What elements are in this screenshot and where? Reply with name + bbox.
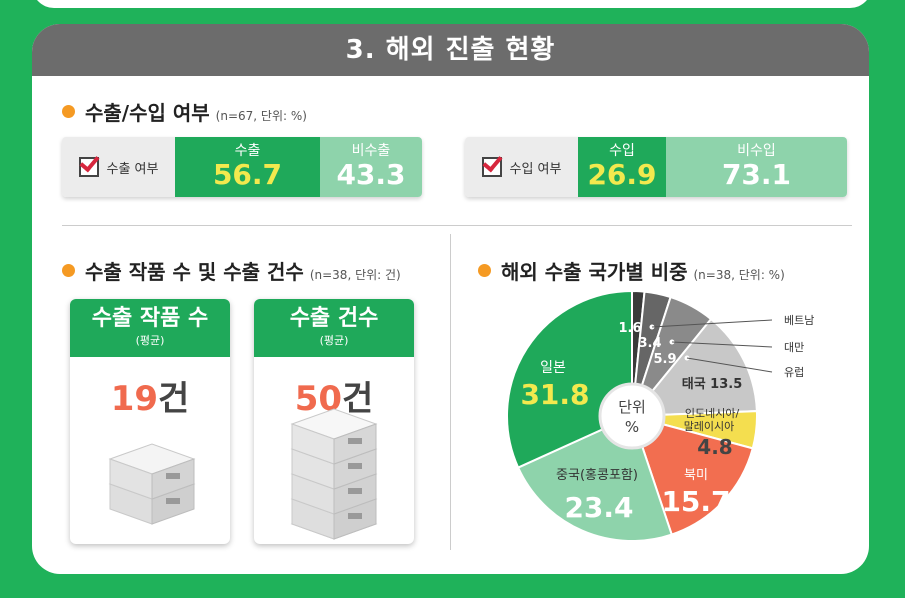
- bullet-icon: [62, 105, 75, 118]
- pie-value-5: 15.7: [661, 485, 730, 518]
- export-works-header: 수출 작품 수 (평균): [70, 299, 230, 357]
- export-counts-title: 수출 작품 수 및 수출 건수 (n=38, 단위: 건): [62, 256, 401, 285]
- export-cases-title: 수출 건수: [289, 306, 379, 331]
- import-yes-cell: 수입 26.9: [578, 137, 666, 197]
- export-label: 수출 여부: [106, 161, 159, 177]
- overseas-card: 3. 해외 진출 현황 수출/수입 여부 (n=67, 단위: %) 수출 여부 …: [32, 24, 869, 574]
- country-share-title: 해외 수출 국가별 비중 (n=38, 단위: %): [478, 256, 785, 285]
- pie-center-label: 단위: [618, 398, 646, 416]
- export-import-note: (n=67, 단위: %): [215, 109, 307, 123]
- import-bar: 수입 여부 수입 26.9 비수입 73.1: [465, 137, 847, 197]
- pie-label-4: 인도네시아/: [685, 407, 740, 420]
- export-bar: 수출 여부 수출 56.7 비수출 43.3: [62, 137, 422, 197]
- export-yes-cell: 수출 56.7: [175, 137, 320, 197]
- export-import-title: 수출/수입 여부 (n=67, 단위: %): [62, 97, 307, 126]
- export-counts-note: (n=38, 단위: 건): [309, 268, 401, 282]
- export-works-number: 19건: [70, 371, 230, 420]
- export-works-title: 수출 작품 수: [91, 306, 209, 331]
- pie-label-7: 일본: [540, 360, 566, 376]
- export-yes-value: 56.7: [212, 158, 283, 191]
- import-no-cell: 비수입 73.1: [666, 137, 847, 197]
- horizontal-divider: [62, 225, 852, 226]
- pie-value-4: 4.8: [697, 435, 732, 459]
- previous-section-card: [32, 0, 872, 8]
- import-no-value: 73.1: [721, 158, 792, 191]
- import-label-cell: 수입 여부: [465, 137, 578, 197]
- export-label-cell: 수출 여부: [62, 137, 175, 197]
- pie-center: [598, 382, 666, 450]
- checkbox-icon: [481, 157, 502, 177]
- pie-label-4b: 말레이시아: [684, 420, 735, 433]
- section-header: 3. 해외 진출 현황: [32, 24, 869, 76]
- import-yes-label: 수입: [609, 143, 635, 159]
- export-cases-box: 수출 건수 (평균) 50건: [254, 299, 414, 544]
- pie-value-2: 5.9: [653, 352, 676, 367]
- checkbox-icon: [78, 157, 99, 177]
- export-cases-sub: (평균): [319, 334, 349, 347]
- box-stack-icon: [108, 443, 196, 525]
- export-counts-title-text: 수출 작품 수 및 수출 건수: [85, 260, 304, 284]
- country-share-title-text: 해외 수출 국가별 비중: [501, 260, 688, 284]
- export-cases-unit: 건: [342, 379, 374, 419]
- leader-line: [686, 357, 773, 373]
- export-no-value: 43.3: [336, 158, 406, 191]
- pie-label-5: 북미: [684, 468, 708, 483]
- box-stack-icon: [290, 408, 378, 540]
- pie-label-2: 유럽: [784, 365, 804, 379]
- export-import-title-text: 수출/수입 여부: [85, 101, 210, 125]
- vertical-divider: [450, 234, 451, 550]
- export-no-label: 비수출: [351, 143, 391, 159]
- export-works-sub: (평균): [135, 334, 165, 347]
- export-works-unit: 건: [158, 379, 190, 419]
- pie-label-0: 베트남: [784, 314, 814, 327]
- pie-label-3: 태국 13.5: [682, 377, 743, 392]
- pie-label-1: 대만: [784, 341, 804, 354]
- pie-value-7: 31.8: [520, 378, 589, 411]
- export-works-box: 수출 작품 수 (평균) 19건: [70, 299, 230, 544]
- export-works-value: 19: [110, 379, 159, 419]
- country-share-note: (n=38, 단위: %): [693, 268, 785, 282]
- leader-line: [651, 319, 773, 328]
- import-yes-value: 26.9: [587, 158, 657, 191]
- export-cases-header: 수출 건수 (평균): [254, 299, 414, 357]
- pie-value-1: 3.4: [638, 336, 661, 351]
- pie-label-6: 중국(홍콩포함): [556, 468, 638, 483]
- leader-line: [671, 341, 773, 348]
- pie-center-label: %: [625, 418, 639, 436]
- import-no-label: 비수입: [737, 143, 776, 159]
- export-no-cell: 비수출 43.3: [320, 137, 422, 197]
- bullet-icon: [478, 264, 491, 277]
- export-yes-label: 수출: [234, 143, 261, 159]
- bullet-icon: [62, 264, 75, 277]
- import-label: 수입 여부: [509, 161, 562, 177]
- pie-value-0: 1.6: [618, 321, 641, 336]
- pie-value-6: 23.4: [564, 491, 633, 524]
